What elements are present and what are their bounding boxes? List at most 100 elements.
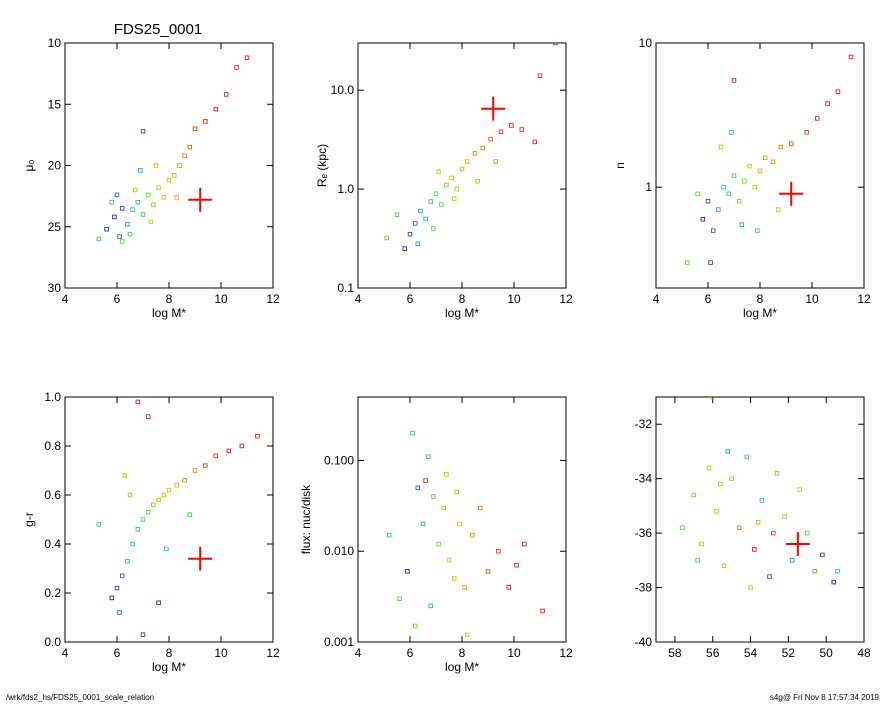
data-point: [470, 532, 475, 538]
data-point: [223, 92, 229, 97]
x-axis-label: log M*: [445, 306, 479, 320]
data-point: [736, 525, 742, 530]
plot-frame: [655, 396, 865, 643]
x-tick-label: 4: [653, 292, 660, 306]
x-tick-label: 10: [214, 292, 228, 306]
data-point: [493, 159, 499, 164]
x-tick-label: 4: [62, 292, 69, 306]
data-point: [782, 514, 787, 520]
y-tick-label: 0.001: [324, 635, 354, 649]
data-point: [226, 448, 232, 454]
data-point: [394, 212, 400, 218]
x-tick-label: 6: [114, 292, 121, 306]
data-point: [258, 31, 262, 35]
data-point: [726, 191, 732, 197]
data-point: [130, 207, 135, 212]
data-point: [156, 497, 161, 503]
data-point: [767, 574, 772, 579]
data-point: [428, 603, 434, 609]
data-point: [464, 159, 470, 164]
data-point: [532, 139, 538, 145]
data-point: [710, 397, 715, 400]
panel-5: 4 6 8 10 12 0.001 0.010 0.100 log M* flux: nuc/di…: [299, 396, 573, 674]
data-point: [161, 492, 167, 498]
data-point: [739, 222, 745, 227]
y-tick-label: -34: [635, 472, 653, 486]
x-tick-label: 10: [507, 646, 521, 660]
x-tick-label: 4: [62, 646, 69, 660]
data-point: [431, 226, 436, 231]
footer-path: /wrk/fds2_hs/FDS25_0001_scale_relation: [6, 693, 155, 702]
plot-frame: [655, 42, 865, 289]
data-point: [127, 231, 133, 237]
data-point: [192, 126, 198, 131]
data-point: [135, 399, 141, 405]
data-point: [770, 530, 776, 536]
data-point: [695, 558, 700, 563]
footer-timestamp: s4g@ Fri Nov 8 17:57:34 2019: [769, 693, 879, 702]
data-point: [174, 195, 180, 200]
data-point: [457, 521, 462, 527]
data-point: [762, 155, 768, 161]
data-point: [774, 470, 780, 476]
data-point: [708, 260, 713, 265]
data-point: [454, 186, 460, 192]
data-point: [145, 509, 151, 515]
x-tick-label: 6: [407, 292, 414, 306]
y-tick-label: 1: [645, 180, 652, 194]
data-point: [540, 608, 545, 614]
data-point: [234, 65, 239, 70]
data-point: [412, 623, 418, 629]
y-tick-label: 30: [48, 281, 62, 295]
x-tick-label: 50: [820, 646, 834, 660]
x-tick-label: 52: [782, 646, 796, 660]
data-point: [725, 449, 731, 454]
x-tick-label: 6: [705, 292, 712, 306]
y-tick-label: -36: [635, 526, 653, 540]
y-tick-label: 0.100: [324, 453, 354, 467]
data-point: [454, 489, 460, 495]
data-point: [444, 472, 449, 477]
data-point: [506, 585, 512, 590]
data-point: [748, 585, 753, 590]
x-axis-label: log M*: [152, 306, 186, 320]
data-point: [705, 198, 711, 204]
data-point: [187, 144, 193, 150]
y-axis-label: g-r: [22, 512, 36, 527]
data-point: [449, 175, 454, 181]
x-tick-label: 8: [166, 292, 173, 306]
data-point: [742, 178, 747, 184]
data-point: [415, 241, 421, 247]
x-tick-label: 12: [559, 646, 573, 660]
data-point: [797, 487, 802, 492]
data-point: [402, 246, 408, 251]
data-point: [213, 453, 219, 459]
data-point: [788, 141, 794, 147]
data-point: [721, 184, 726, 190]
y-tick-label: 0.4: [44, 537, 61, 551]
x-tick-label: 4: [355, 292, 362, 306]
data-point: [436, 541, 441, 547]
data-point: [451, 196, 457, 201]
point-group: [384, 43, 558, 251]
data-point: [755, 228, 760, 233]
data-point: [488, 136, 493, 142]
data-point: [812, 568, 818, 574]
data-point: [151, 502, 156, 508]
point-group: [96, 399, 260, 637]
data-point: [480, 145, 486, 151]
data-point: [729, 476, 734, 481]
data-point: [166, 487, 172, 493]
data-point: [770, 159, 776, 165]
y-tick-label: 0.8: [44, 439, 61, 453]
y-tick-label: 10: [639, 36, 653, 50]
data-point: [166, 177, 172, 183]
data-point: [699, 541, 704, 547]
x-axis-label: log M*: [743, 306, 777, 320]
data-point: [721, 563, 727, 569]
data-point: [485, 569, 491, 574]
data-point: [835, 568, 840, 574]
y-tick-label: 10: [48, 36, 62, 50]
data-point: [747, 163, 752, 169]
